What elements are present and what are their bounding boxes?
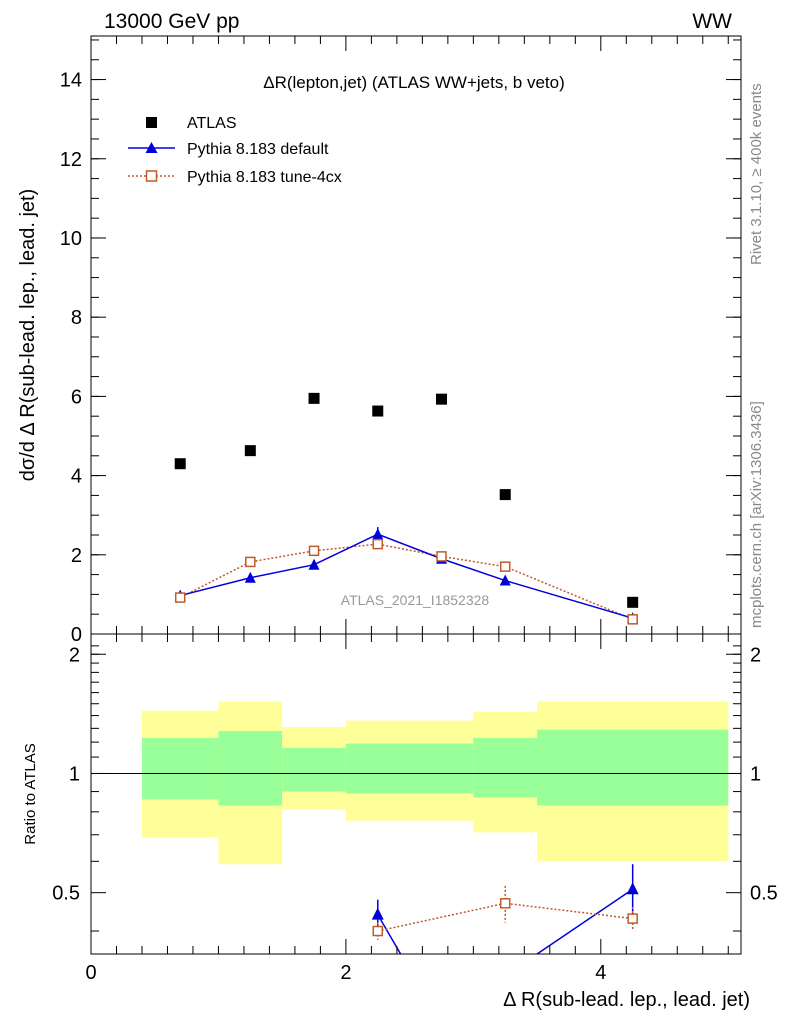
main-ytick-label-5: 10 <box>60 228 82 250</box>
ratio-default-point-3 <box>626 882 639 895</box>
legend-default-marker <box>145 142 158 153</box>
ratio-ytick-label-right-2: 2 <box>750 644 761 666</box>
process-label: WW <box>692 10 732 33</box>
main-ytick-label-3: 6 <box>71 386 82 408</box>
analysis-watermark: ATLAS_2021_I1852328 <box>341 592 490 608</box>
atlas-point-5 <box>499 489 511 501</box>
main-ytick-label-0: 0 <box>71 624 82 646</box>
mcplots-label: mcplots.cern.ch [arXiv:1306.3436] <box>748 401 765 628</box>
default-point-5 <box>499 574 511 586</box>
tune-point-6 <box>627 614 638 625</box>
ratio-band-inner-1 <box>218 731 283 806</box>
ratio-band-inner-0 <box>141 737 219 800</box>
atlas-point-6 <box>627 596 639 608</box>
ratio-band-inner-4 <box>473 737 538 798</box>
ratio-tune-point-0 <box>372 925 384 937</box>
ratio-ytick-label-right-1: 1 <box>750 763 761 785</box>
ratio-xtick-label-1: 2 <box>340 962 351 984</box>
tune-point-4 <box>436 551 447 562</box>
atlas-point-4 <box>435 393 447 405</box>
legend-atlas-label: ATLAS <box>187 115 237 132</box>
atlas-point-0 <box>174 458 186 470</box>
atlas-point-1 <box>244 445 256 457</box>
atlas-point-3 <box>372 405 384 417</box>
main-ytick-label-6: 12 <box>60 149 82 171</box>
x-axis-label: Δ R(sub-lead. lep., lead. jet) <box>503 989 750 1011</box>
ratio-xtick-label-2: 4 <box>595 962 606 984</box>
legend-tune-label: Pythia 8.183 tune-4cx <box>187 169 342 186</box>
tune-point-1 <box>245 556 256 568</box>
chart-title: ΔR(lepton,jet) (ATLAS WW+jets, b veto) <box>263 73 565 92</box>
ratio-tune-line <box>377 902 633 932</box>
ratio-ytick-label-left-0: 0.5 <box>52 883 80 905</box>
tune-point-0 <box>174 592 186 603</box>
ratio-y-axis-label: Ratio to ATLAS <box>22 743 39 844</box>
atlas-point-2 <box>308 392 320 404</box>
main-ytick-label-2: 4 <box>71 466 82 488</box>
ratio-ytick-label-left-2: 2 <box>69 644 80 666</box>
legend: ATLAS Pythia 8.183 default Pythia 8.183 … <box>128 115 342 186</box>
ratio-default-point-0 <box>371 907 384 920</box>
ratio-bands <box>91 701 741 865</box>
legend-tune-marker <box>145 170 158 182</box>
main-ytick-label-4: 8 <box>71 307 82 329</box>
default-point-3 <box>372 528 384 540</box>
legend-atlas-marker <box>146 117 157 128</box>
energy-label: 13000 GeV pp <box>104 10 239 33</box>
ratio-band-inner-5 <box>537 729 729 806</box>
ratio-tune-point-1 <box>499 898 511 909</box>
main-ytick-label-1: 2 <box>71 545 82 567</box>
ratio-frame <box>90 633 742 955</box>
rivet-label: Rivet 3.1.10, ≥ 400k events <box>748 83 765 265</box>
ratio-band-inner-2 <box>282 747 346 792</box>
ratio-band-inner-3 <box>345 743 474 794</box>
main-ytick-label-7: 14 <box>60 70 82 92</box>
default-point-1 <box>244 571 256 583</box>
tune-point-2 <box>308 545 320 557</box>
tune-point-5 <box>499 561 511 572</box>
ratio-tune-point-2 <box>627 913 638 924</box>
ratio-ytick-label-left-1: 1 <box>69 763 80 785</box>
main-series <box>174 392 639 625</box>
y-axis-label: dσ/d Δ R(sub-lead. lep., lead. jet) <box>17 189 39 482</box>
default-point-2 <box>308 558 320 570</box>
ratio-ytick-label-right-0: 0.5 <box>750 883 778 905</box>
tune-point-3 <box>372 538 384 550</box>
ratio-lines <box>371 864 639 954</box>
ratio-xtick-label-0: 0 <box>85 962 96 984</box>
legend-default-label: Pythia 8.183 default <box>187 141 329 158</box>
